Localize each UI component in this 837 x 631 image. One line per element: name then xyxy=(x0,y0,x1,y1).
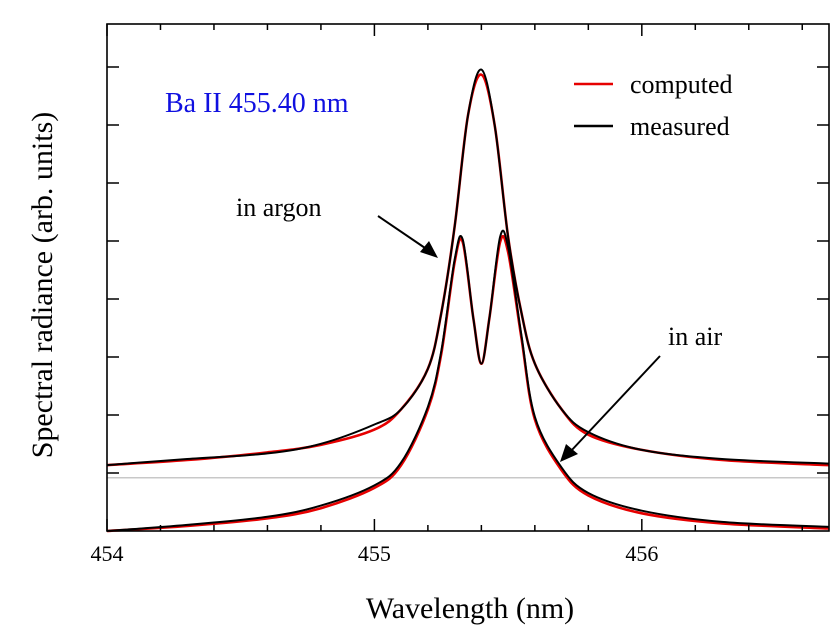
annotation-air-arrowhead xyxy=(560,444,578,462)
annotation-argon: in argon xyxy=(236,193,438,258)
plot-frame xyxy=(106,23,830,532)
legend-label-computed: computed xyxy=(630,70,733,99)
annotation-air: in air xyxy=(560,322,722,462)
series-layer xyxy=(106,68,830,533)
annotation-air-label: in air xyxy=(668,322,722,351)
annotation-argon-arrowhead xyxy=(420,241,438,258)
legend: computed measured xyxy=(574,70,733,141)
legend-label-measured: measured xyxy=(630,112,730,141)
x-tick-label-456: 456 xyxy=(625,541,658,566)
annotation-air-arrow xyxy=(569,355,661,453)
x-tick-label-455: 455 xyxy=(358,541,391,566)
tick-layer xyxy=(106,24,829,531)
series-line-3 xyxy=(106,229,830,532)
chart-title: Ba II 455.40 nm xyxy=(165,88,349,119)
x-tick-labels: 454 455 456 xyxy=(91,541,659,566)
x-tick-label-454: 454 xyxy=(91,541,124,566)
x-axis-label: Wavelength (nm) xyxy=(366,592,574,625)
annotation-argon-label: in argon xyxy=(236,193,321,222)
y-axis-label: Spectral radiance (arb. units) xyxy=(26,112,59,459)
annotation-argon-arrow xyxy=(377,215,429,251)
